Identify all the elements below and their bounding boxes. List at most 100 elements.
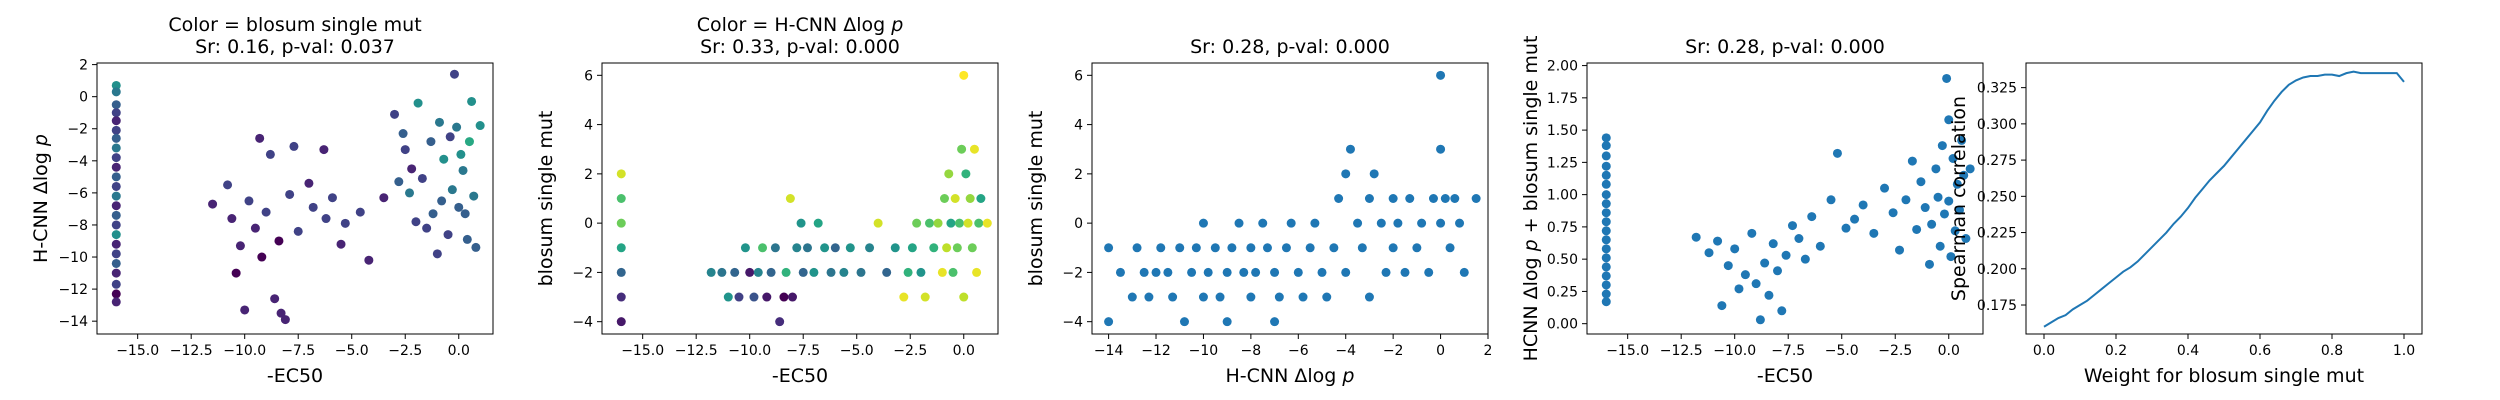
data-point: [616, 194, 626, 203]
data-point: [1246, 243, 1256, 253]
y-tick-label: 0.175: [1977, 298, 2017, 314]
data-point: [758, 243, 768, 253]
data-point: [265, 149, 275, 159]
plot-frame: [601, 62, 999, 335]
data-point: [276, 308, 286, 318]
data-point: [452, 122, 462, 132]
data-point: [1950, 226, 1960, 236]
y-tick-label: 0.325: [1977, 81, 2017, 97]
data-point: [111, 289, 121, 299]
y-tick-label: −14: [58, 314, 88, 330]
data-point: [950, 194, 960, 203]
data-point: [1322, 292, 1332, 302]
data-point: [390, 109, 400, 119]
data-point: [1388, 194, 1398, 203]
data-point: [809, 267, 819, 277]
data-point: [1723, 261, 1733, 271]
data-point: [1773, 266, 1783, 276]
chart-title-line: Sr: 0.33, p-val: 0.000: [700, 36, 900, 58]
data-point: [1601, 244, 1611, 254]
data-point: [1777, 306, 1787, 316]
data-point: [1961, 234, 1971, 244]
x-tick-label: −10.0: [223, 343, 266, 359]
data-point: [1132, 243, 1142, 253]
data-point: [1364, 194, 1374, 203]
data-point: [437, 196, 447, 206]
data-point: [1880, 183, 1890, 193]
data-point: [364, 255, 374, 265]
data-point: [327, 193, 337, 203]
x-tick-label: 0.4: [2177, 343, 2199, 359]
data-point: [1954, 205, 1964, 215]
data-point: [1376, 218, 1386, 228]
data-point: [1730, 244, 1740, 254]
data-point: [890, 243, 900, 253]
data-point: [1471, 194, 1481, 203]
y-tick-label: 0.250: [1977, 189, 2017, 205]
data-point: [111, 143, 121, 153]
data-point: [111, 297, 121, 307]
data-point: [1139, 267, 1149, 277]
data-point: [111, 220, 121, 230]
data-point: [1144, 292, 1154, 302]
data-point: [1601, 271, 1611, 281]
data-point: [1251, 267, 1261, 277]
x-tick-label: 0.6: [2249, 343, 2271, 359]
y-tick-label: 1.75: [1547, 91, 1578, 107]
chart-panel-3: −14 −12 −10 −8 −6 −4 −2 0 2 6 4 2 0 −2 −4 H-CNN Δlog p b…: [1025, 36, 1492, 387]
x-tick-label: −14: [1094, 343, 1124, 359]
data-point: [745, 267, 755, 277]
data-point: [417, 173, 427, 183]
data-point: [445, 132, 455, 142]
data-point: [1751, 279, 1761, 289]
data-point: [111, 153, 121, 163]
y-tick-label: 0.50: [1547, 252, 1578, 268]
data-point: [974, 218, 984, 228]
y-tick-label: −12: [58, 282, 88, 298]
data-point: [1104, 243, 1114, 253]
data-point: [1807, 212, 1817, 222]
data-point: [1832, 148, 1842, 158]
x-tick-label: −2: [1383, 343, 1404, 359]
data-point: [111, 133, 121, 143]
y-tick-label: 0: [584, 216, 593, 232]
y-tick-label: 2: [1074, 167, 1083, 183]
data-point: [929, 243, 939, 253]
x-tick-label: −4: [1335, 343, 1356, 359]
data-point: [261, 207, 271, 217]
data-point: [443, 230, 453, 240]
data-point: [788, 292, 798, 302]
chart-panel-1: −15.0 −12.5 −10.0 −7.5 −5.0 −2.5 0.0 2 0 −2 −4 −6 −8…: [30, 14, 494, 387]
data-point: [1601, 226, 1611, 236]
data-point: [111, 191, 121, 201]
data-point: [1713, 236, 1723, 246]
data-point: [1286, 218, 1296, 228]
data-point: [1424, 267, 1434, 277]
data-point: [244, 196, 254, 206]
data-point: [111, 80, 121, 90]
y-axis-label: HCNN Δlog p + blosum single mut: [1520, 36, 1542, 362]
data-point: [933, 218, 943, 228]
data-point: [111, 162, 121, 172]
data-point: [982, 218, 992, 228]
data-point: [948, 267, 958, 277]
x-tick-label: −7.5: [786, 343, 820, 359]
data-point: [1440, 194, 1450, 203]
data-point: [1601, 208, 1611, 218]
data-point: [255, 133, 265, 143]
data-point: [240, 305, 250, 315]
data-point: [223, 180, 233, 190]
data-point: [959, 70, 969, 80]
y-axis-label: blosum single mut: [1025, 111, 1047, 287]
data-point: [1768, 239, 1778, 249]
data-point: [447, 185, 457, 195]
data-point: [111, 108, 121, 118]
x-axis-label: -EC50: [772, 365, 828, 387]
data-point: [1417, 218, 1427, 228]
y-tick-label: 0.25: [1547, 284, 1578, 300]
x-tick-label: 0.0: [448, 343, 470, 359]
y-tick-label: 1.50: [1547, 123, 1578, 139]
data-point: [1944, 115, 1954, 125]
data-point: [1163, 267, 1173, 277]
series-line: [2043, 70, 2405, 328]
